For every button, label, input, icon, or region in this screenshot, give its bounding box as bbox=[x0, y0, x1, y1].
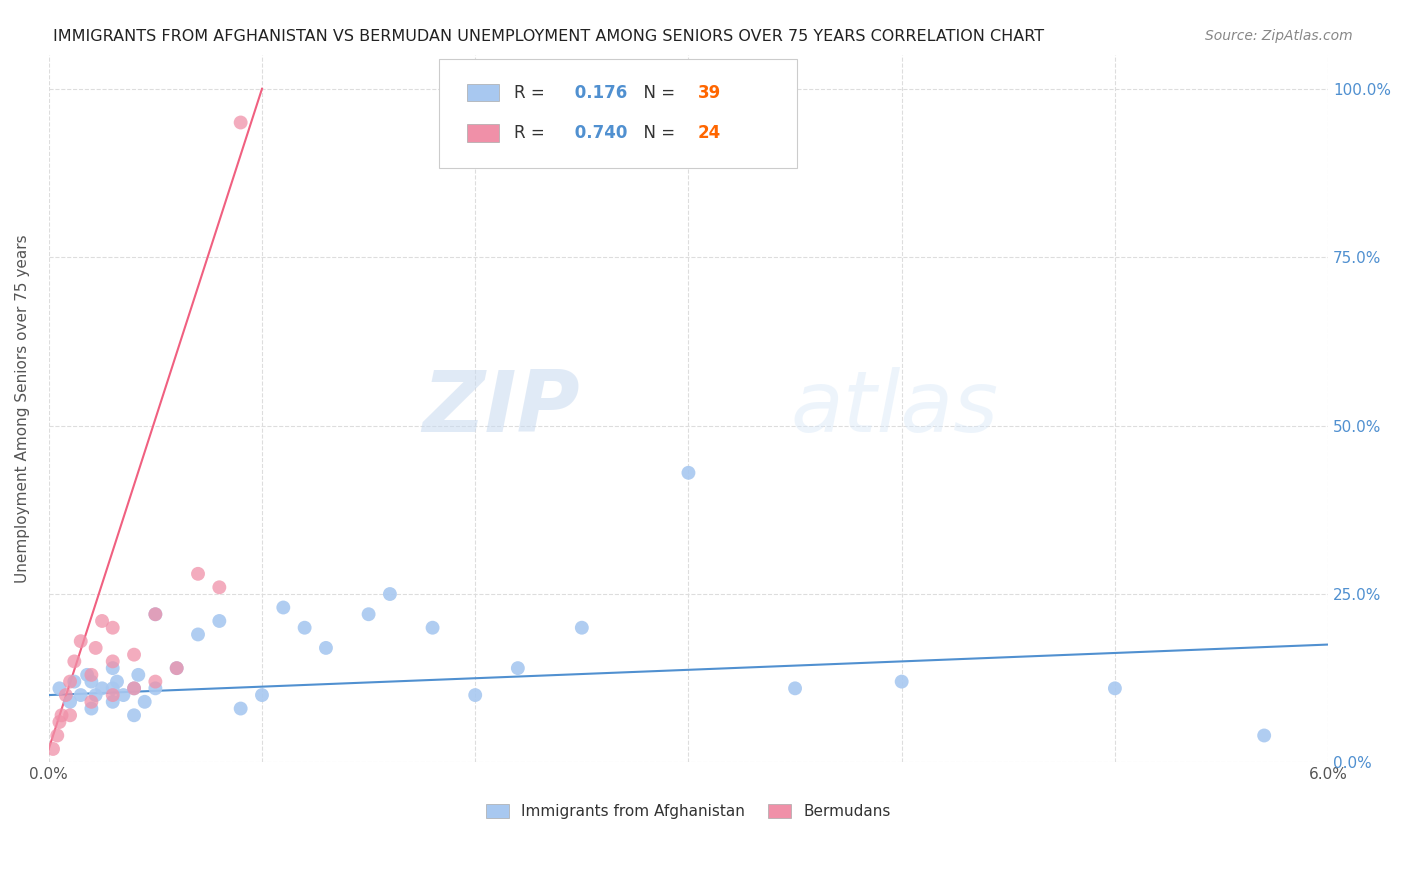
Point bbox=[783, 681, 806, 696]
Point bbox=[208, 614, 231, 628]
Point bbox=[80, 674, 103, 689]
Point bbox=[101, 654, 124, 668]
Y-axis label: Unemployment Among Seniors over 75 years: Unemployment Among Seniors over 75 years bbox=[15, 235, 30, 583]
Point bbox=[134, 695, 156, 709]
Point bbox=[145, 607, 167, 622]
Point bbox=[229, 701, 252, 715]
Text: Source: ZipAtlas.com: Source: ZipAtlas.com bbox=[1205, 29, 1353, 43]
Point bbox=[422, 621, 444, 635]
Point bbox=[890, 674, 912, 689]
Point bbox=[48, 681, 70, 696]
Text: N =: N = bbox=[634, 84, 681, 102]
Point bbox=[166, 661, 188, 675]
Point bbox=[145, 681, 167, 696]
Point bbox=[122, 708, 145, 723]
Text: 0.740: 0.740 bbox=[569, 124, 628, 142]
Point bbox=[80, 695, 103, 709]
Point bbox=[187, 566, 209, 581]
Point bbox=[127, 668, 149, 682]
Point bbox=[84, 688, 107, 702]
Point bbox=[91, 614, 114, 628]
Point bbox=[63, 654, 86, 668]
Point bbox=[42, 742, 65, 756]
Point bbox=[571, 621, 593, 635]
Point bbox=[208, 580, 231, 594]
Point bbox=[84, 640, 107, 655]
Point bbox=[315, 640, 337, 655]
Point bbox=[105, 674, 128, 689]
Point bbox=[250, 688, 273, 702]
FancyBboxPatch shape bbox=[439, 59, 797, 169]
Text: 0.176: 0.176 bbox=[569, 84, 627, 102]
Point bbox=[506, 661, 529, 675]
Point bbox=[1104, 681, 1126, 696]
Point bbox=[101, 688, 124, 702]
Point bbox=[145, 607, 167, 622]
Point bbox=[145, 674, 167, 689]
Point bbox=[122, 648, 145, 662]
Point bbox=[59, 708, 82, 723]
Point bbox=[80, 701, 103, 715]
Point bbox=[48, 714, 70, 729]
Point bbox=[294, 621, 316, 635]
Point bbox=[112, 688, 135, 702]
Point bbox=[122, 681, 145, 696]
Text: IMMIGRANTS FROM AFGHANISTAN VS BERMUDAN UNEMPLOYMENT AMONG SENIORS OVER 75 YEARS: IMMIGRANTS FROM AFGHANISTAN VS BERMUDAN … bbox=[53, 29, 1045, 44]
Point bbox=[80, 668, 103, 682]
Point bbox=[1253, 729, 1275, 743]
Point bbox=[229, 115, 252, 129]
Bar bbox=[467, 124, 499, 142]
Text: R =: R = bbox=[515, 124, 550, 142]
Point bbox=[271, 600, 294, 615]
Bar bbox=[467, 84, 499, 102]
Point bbox=[46, 729, 69, 743]
Point bbox=[69, 634, 91, 648]
Text: 39: 39 bbox=[697, 84, 721, 102]
Point bbox=[59, 674, 82, 689]
Point bbox=[357, 607, 380, 622]
Legend: Immigrants from Afghanistan, Bermudans: Immigrants from Afghanistan, Bermudans bbox=[479, 798, 897, 825]
Text: R =: R = bbox=[515, 84, 550, 102]
Point bbox=[101, 681, 124, 696]
Text: ZIP: ZIP bbox=[422, 368, 579, 450]
Point bbox=[464, 688, 486, 702]
Point bbox=[678, 466, 700, 480]
Point bbox=[101, 695, 124, 709]
Point bbox=[63, 674, 86, 689]
Point bbox=[122, 681, 145, 696]
Point bbox=[76, 668, 98, 682]
Point bbox=[55, 688, 77, 702]
Text: atlas: atlas bbox=[790, 368, 998, 450]
Point bbox=[51, 708, 73, 723]
Point bbox=[69, 688, 91, 702]
Point bbox=[101, 621, 124, 635]
Point bbox=[187, 627, 209, 641]
Point bbox=[59, 695, 82, 709]
Point bbox=[378, 587, 401, 601]
Point bbox=[101, 661, 124, 675]
Point bbox=[91, 681, 114, 696]
Text: 24: 24 bbox=[697, 124, 721, 142]
Text: N =: N = bbox=[634, 124, 681, 142]
Point bbox=[166, 661, 188, 675]
